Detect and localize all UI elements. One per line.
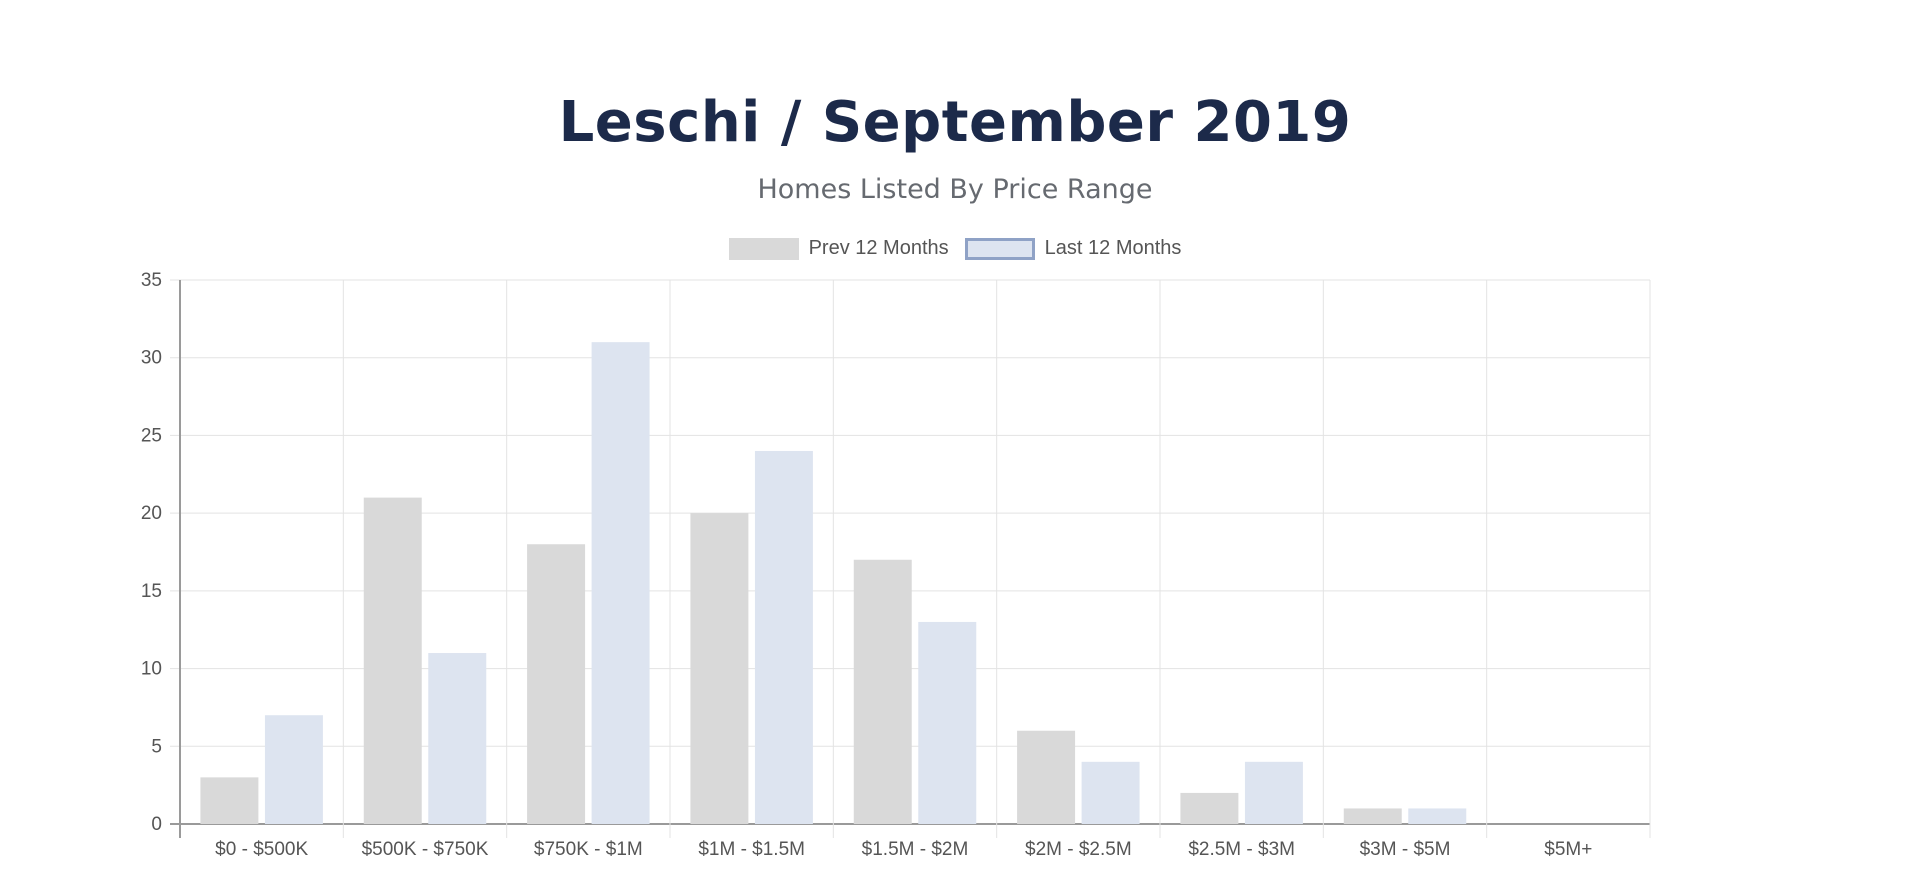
y-tick-label: 25 bbox=[141, 425, 162, 446]
bar-prev bbox=[1017, 730, 1076, 824]
bar-prev bbox=[853, 559, 912, 824]
legend-item-last[interactable]: Last 12 Months bbox=[964, 237, 1182, 260]
y-tick-label: 20 bbox=[141, 503, 162, 524]
legend-swatch-prev bbox=[728, 237, 799, 260]
bar-prev bbox=[1180, 792, 1239, 824]
chart-title: Leschi / September 2019 bbox=[558, 90, 1352, 155]
bar-last bbox=[1408, 808, 1467, 824]
bar-prev bbox=[527, 544, 586, 824]
y-tick-label: 10 bbox=[141, 659, 162, 680]
y-tick-label: 30 bbox=[141, 348, 162, 369]
x-tick-label: $5M+ bbox=[1544, 839, 1592, 860]
y-tick-label: 35 bbox=[141, 270, 162, 291]
legend-label-prev: Prev 12 Months bbox=[808, 237, 949, 259]
x-tick-label: $750K - $1M bbox=[534, 839, 643, 860]
x-tick-label: $1M - $1.5M bbox=[698, 839, 805, 860]
x-tick-label: $3M - $5M bbox=[1360, 839, 1451, 860]
bar-last bbox=[1244, 761, 1303, 824]
bar-last bbox=[918, 621, 977, 824]
bar-prev bbox=[200, 777, 259, 824]
x-tick-label: $2.5M - $3M bbox=[1188, 839, 1295, 860]
bar-last bbox=[754, 450, 813, 824]
y-tick-label: 5 bbox=[151, 736, 162, 757]
bar-last bbox=[591, 342, 650, 824]
x-tick-label: $500K - $750K bbox=[362, 839, 489, 860]
x-tick-label: $1.5M - $2M bbox=[862, 839, 969, 860]
chart-subtitle: Homes Listed By Price Range bbox=[757, 174, 1153, 205]
bar-last bbox=[1081, 761, 1140, 824]
x-tick-label: $0 - $500K bbox=[215, 839, 308, 860]
bar-prev bbox=[363, 497, 422, 824]
bar-prev bbox=[690, 513, 749, 824]
legend-label-last: Last 12 Months bbox=[1044, 237, 1182, 259]
y-tick-label: 0 bbox=[151, 814, 162, 835]
x-tick-label: $2M - $2.5M bbox=[1025, 839, 1132, 860]
legend-swatch-last bbox=[964, 237, 1035, 260]
bar-last bbox=[264, 715, 323, 824]
legend-item-prev[interactable]: Prev 12 Months bbox=[728, 237, 949, 260]
bar-last bbox=[428, 653, 487, 824]
chart-legend: Prev 12 Months Last 12 Months bbox=[0, 237, 1910, 260]
bar-prev bbox=[1343, 808, 1402, 824]
y-tick-label: 15 bbox=[141, 581, 162, 602]
